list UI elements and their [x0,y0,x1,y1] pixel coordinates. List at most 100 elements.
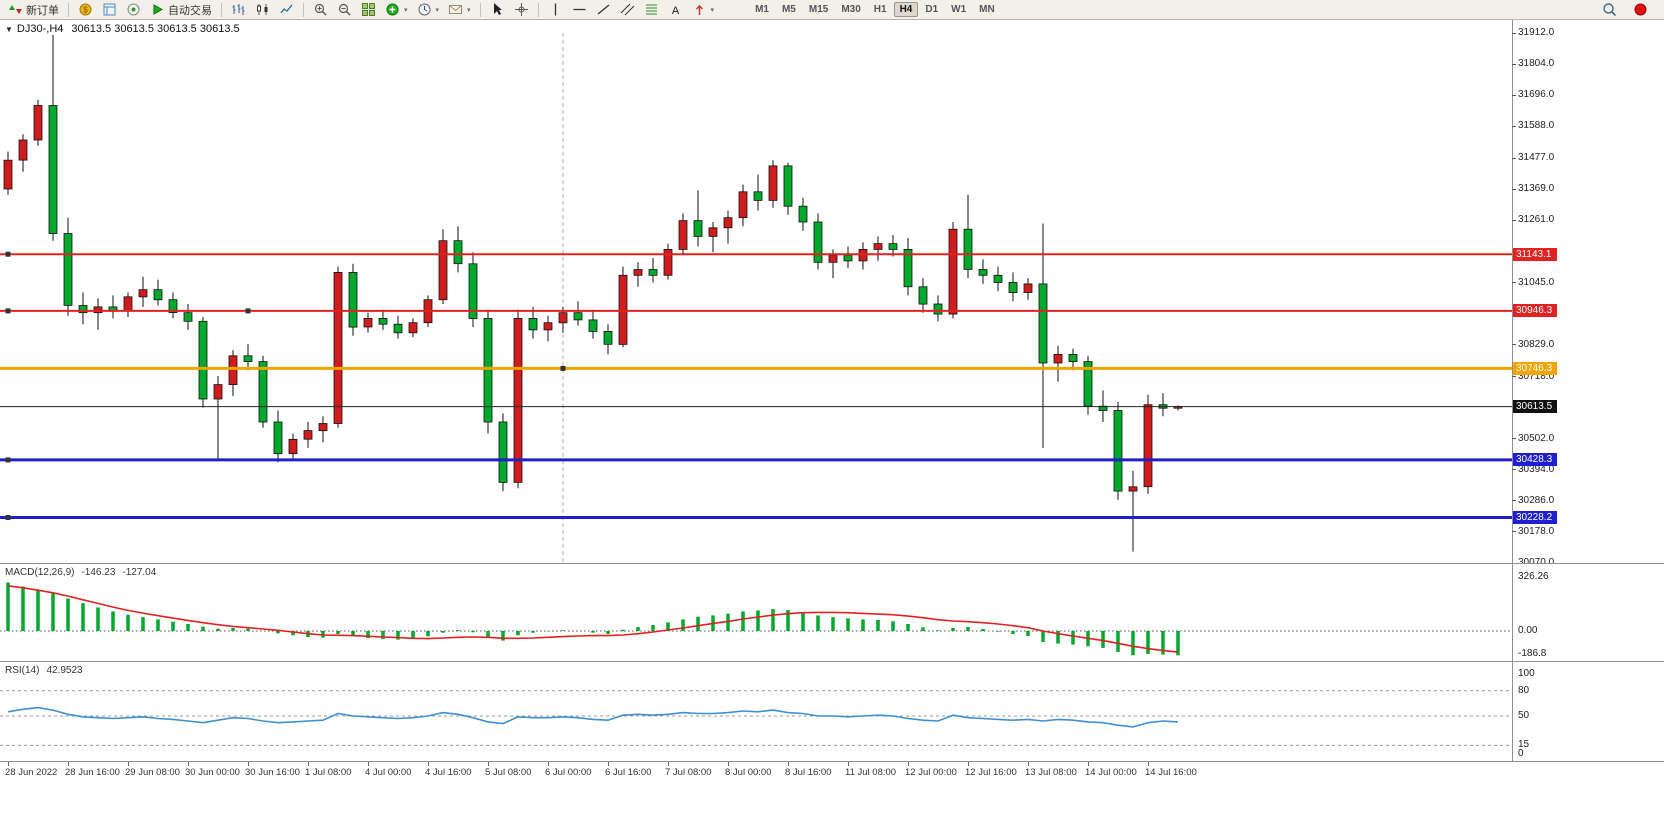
price-tick-label: 31804.0 [1518,58,1555,70]
line-chart-button[interactable] [275,1,298,19]
time-tick-label: 30 Jun 00:00 [185,767,240,778]
timeframe-m1-button[interactable]: M1 [755,4,769,15]
time-tick-label: 29 Jun 08:00 [125,767,180,778]
zoom-out-button[interactable] [333,1,356,19]
time-tick-label: 12 Jul 00:00 [905,767,957,778]
rsi-plot[interactable] [0,662,1512,761]
time-tick-label: 6 Jul 00:00 [545,767,592,778]
one-click-trading-toggle[interactable]: ▼ [5,25,13,34]
time-tick-label: 1 Jul 08:00 [305,767,352,778]
time-axis-tick [668,762,669,766]
horizontal-line-button[interactable] [568,1,591,19]
price-tick-label: 31045.0 [1518,276,1555,288]
vertical-line-button[interactable] [544,1,567,19]
time-tick-label: 28 Jun 16:00 [65,767,120,778]
price-tick-label: 31912.0 [1518,27,1555,38]
rsi-scale-label: 50 [1518,710,1530,721]
bar-chart-button[interactable] [227,1,250,19]
indicators-button[interactable]: ▾ [381,1,412,19]
chart-symbol-label: ▼ DJ30-,H4 30613.5 30613.5 30613.5 30613.5 [5,23,240,35]
line-handle[interactable] [5,457,11,463]
autotrading-button[interactable]: 自动交易 [146,1,216,19]
price-axis-tick [1512,219,1516,221]
macd-plot[interactable] [0,564,1512,661]
rsi-label: RSI(14) 42.9523 [5,665,83,676]
price-axis-tick [1512,282,1516,283]
fibonacci-button[interactable] [640,1,663,19]
price-axis-border [1512,20,1513,563]
arrow-button[interactable]: ▾ [688,1,719,19]
time-axis-tick [608,762,609,766]
indicators-icon [385,2,400,17]
line-handle[interactable] [5,251,11,257]
dropdown-caret-icon: ▾ [435,6,440,14]
zoom-in-button[interactable] [309,1,332,19]
new-order-button[interactable]: 新订单 [4,1,63,19]
channel-icon [620,2,635,17]
periods-button[interactable]: ▾ [413,1,444,19]
time-axis-tick [848,762,849,766]
cursor-button[interactable] [486,1,509,19]
market-watch-button[interactable]: $ [74,1,97,19]
mail-button[interactable]: ▾ [444,1,475,19]
text-button[interactable]: A [664,1,687,19]
rsi-scale-label: 0 [1518,748,1524,759]
trendline-button[interactable] [592,1,615,19]
crosshair-button[interactable] [510,1,533,19]
line-handle[interactable] [5,515,11,520]
navigator-icon [126,2,141,17]
time-axis-tick [188,762,189,766]
time-tick-label: 7 Jul 08:00 [665,767,712,778]
channel-button[interactable] [616,1,639,19]
time-axis-tick [488,762,489,766]
candlestick-series [3,35,1183,552]
line-handle[interactable] [5,308,11,314]
main-toolbar: 新订单 $ 自动交易 ▾ ▾ ▾ A ▾ M1 M5 M15 M30 H1 H4 D1 W1 MN [0,0,1664,20]
rsi-scale-label: 100 [1518,668,1535,679]
price-axis-tick [1512,344,1516,346]
timeframe-h4-button[interactable]: H4 [893,2,919,17]
time-tick-label: 28 Jun 2022 [5,767,58,778]
time-tick-label: 11 Jul 08:00 [845,767,897,778]
time-tick-label: 5 Jul 08:00 [485,767,532,778]
mail-icon [448,2,463,17]
price-axis-tick [1512,157,1516,159]
price-axis-tick [1512,376,1516,378]
time-axis-tick [428,762,429,766]
time-axis[interactable]: 28 Jun 2022 28 Jun 16:00 29 Jun 08:00 30 Ju… [0,761,1664,783]
level-price-badge: 30746.3 [1513,361,1557,375]
data-window-icon [102,2,117,17]
arrow-icon [692,2,707,17]
timeframe-w1-button[interactable]: W1 [951,4,967,15]
tile-windows-button[interactable] [357,1,380,19]
timeframe-h1-button[interactable]: H1 [873,4,887,15]
zoom-in-icon [313,2,328,17]
price-tick-label: 30502.0 [1518,432,1555,444]
timeframe-d1-button[interactable]: D1 [925,4,939,15]
rsi-name: RSI(14) [5,665,40,676]
timeframe-m30-button[interactable]: M30 [841,4,861,15]
fibonacci-icon [644,2,659,17]
navigator-button[interactable] [122,1,145,19]
price-axis-tick [1512,94,1516,96]
alert-button[interactable] [1629,1,1652,19]
search-button[interactable] [1598,1,1621,19]
toolbar-right-group [1598,1,1652,19]
timeframe-mn-button[interactable]: MN [979,4,995,15]
timeframe-m5-button[interactable]: M5 [781,4,796,15]
line-handle[interactable] [245,308,251,314]
candlestick-button[interactable] [251,1,274,19]
data-window-button[interactable] [98,1,121,19]
price-tick-label: 31588.0 [1518,120,1555,132]
candlestick-chart[interactable] [0,20,1512,563]
line-chart-icon [279,2,294,17]
price-axis-tick [1512,32,1516,34]
time-axis-tick [68,762,69,766]
price-tick-label: 31696.0 [1518,89,1555,101]
timeframe-m15-button[interactable]: M15 [808,4,829,15]
macd-signal-line [7,585,1179,653]
time-axis-tick [248,762,249,766]
line-handle[interactable] [560,365,566,371]
time-axis-tick [1088,762,1089,766]
